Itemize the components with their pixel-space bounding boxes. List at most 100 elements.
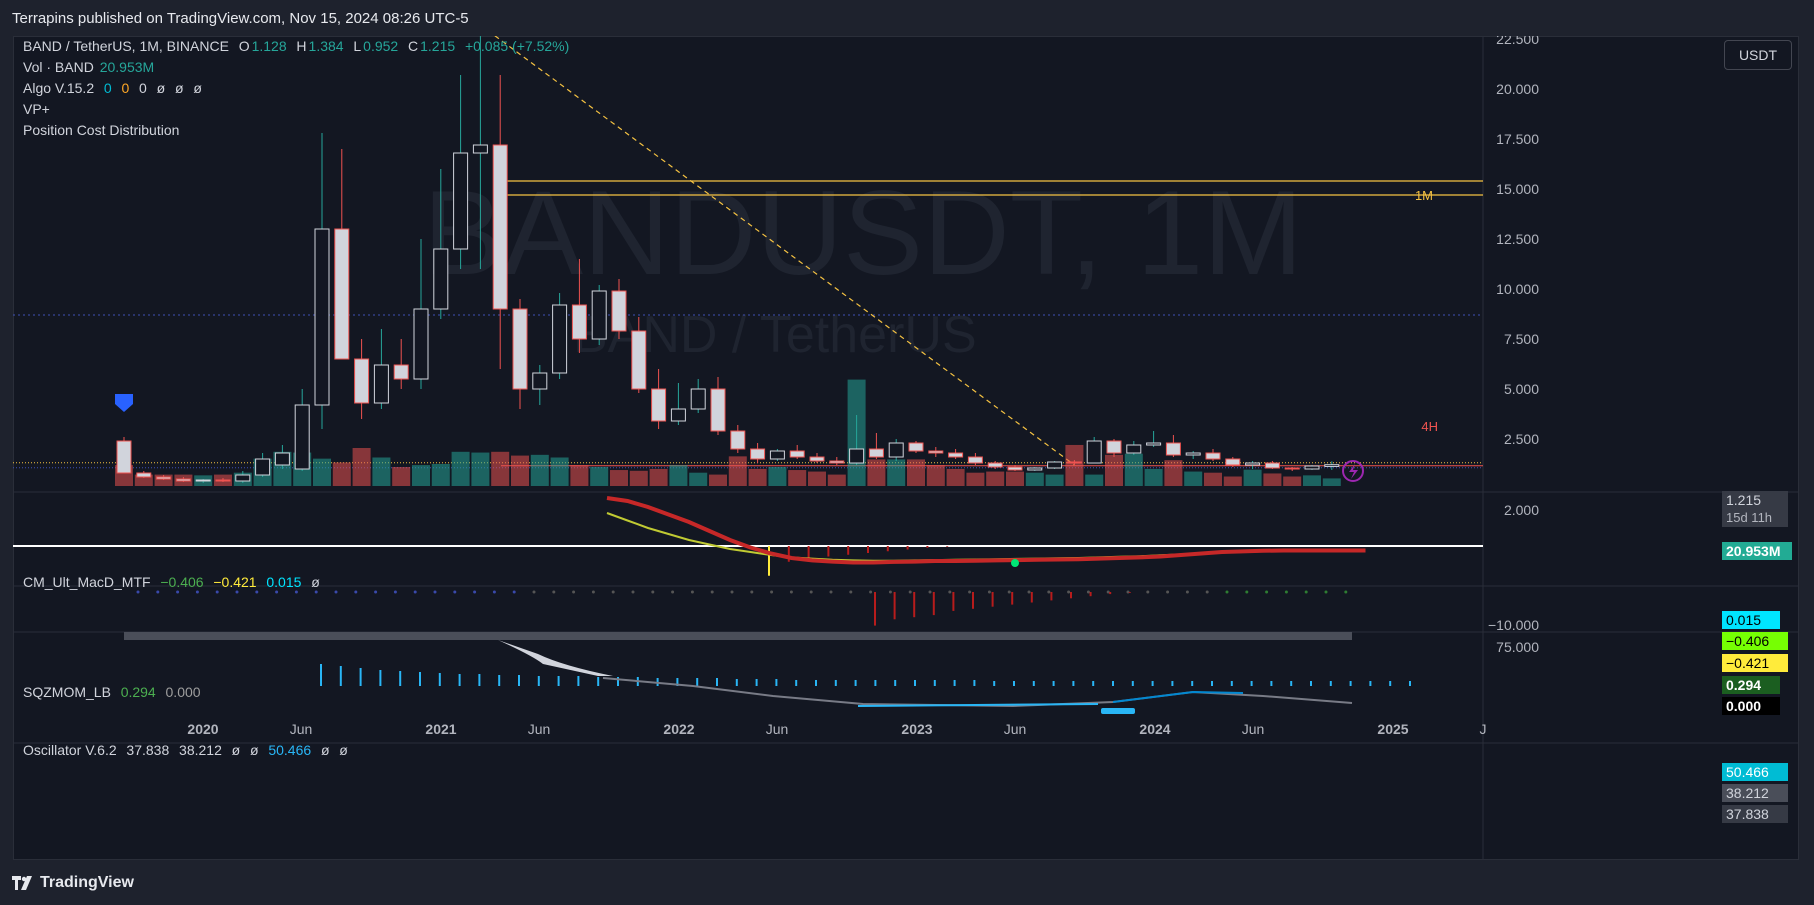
sqz-dot [453, 590, 457, 594]
candle-body [1027, 467, 1043, 471]
sqz-dot [1344, 590, 1348, 594]
publish-info: Terrapins published on TradingView.com, … [12, 10, 469, 27]
volume-bar [629, 470, 648, 486]
sqz-dot [1047, 590, 1051, 594]
volume-bar [352, 448, 371, 486]
volume-bar [788, 470, 807, 486]
candle-body [215, 479, 231, 482]
macd-legend[interactable]: CM_Ult_MacD_MTF −0.406 −0.421 0.015 ø [23, 574, 320, 590]
volume-bar [887, 459, 906, 486]
sqz-dot [374, 590, 378, 594]
volume-bar [1263, 473, 1282, 486]
sqz-dot [1225, 590, 1229, 594]
volume-bar [649, 468, 668, 486]
volume-bar [1105, 454, 1123, 486]
sqz-legend[interactable]: SQZMOM_LB 0.294 0.000 [23, 684, 201, 700]
volume-bar [986, 471, 1005, 486]
sqz-dot [354, 590, 358, 594]
volume-bar [1283, 476, 1302, 486]
open-value: 1.128 [251, 38, 287, 54]
sqz-dot [1027, 590, 1031, 594]
change-value: +0.085 (+7.52%) [464, 38, 570, 54]
price-axis-label: 2.500 [1504, 431, 1539, 447]
volume-bar [392, 467, 411, 486]
alert-lightning-glyph [1349, 464, 1358, 479]
osc-tag-b: 38.212 [1722, 784, 1788, 802]
algo-legend[interactable]: Algo V.15.2 0 0 0 ø ø ø [23, 80, 202, 96]
candle-body [156, 476, 172, 480]
time-axis-label: Jun [1004, 721, 1027, 737]
sqz-dot [1126, 590, 1130, 594]
sqz-dot [987, 590, 991, 594]
signal-marker-icon [115, 394, 133, 412]
sqz-dot [829, 590, 833, 594]
candle-body [255, 458, 271, 476]
volume-bar [1025, 472, 1044, 486]
sqz-dot [1284, 590, 1288, 594]
candle-body [334, 228, 350, 360]
tradingview-logo[interactable]: TradingView [12, 860, 134, 905]
candle-body [591, 290, 607, 340]
volume-bar [154, 474, 173, 486]
macd-hist-tag: 0.015 [1722, 611, 1780, 629]
volume-bar [1322, 478, 1341, 486]
macd-line-tag: −0.406 [1722, 632, 1788, 650]
candle-body [512, 308, 528, 390]
volume-bar [1144, 468, 1163, 486]
volume-bar [709, 474, 727, 486]
time-axis-label: Jun [1242, 721, 1265, 737]
sqz-dot [869, 590, 873, 594]
candle-body [472, 144, 488, 154]
main-legend: BAND / TetherUS, 1M, BINANCE O 1.128 H 1.3… [23, 38, 570, 54]
candle-body [730, 430, 746, 450]
volume-bar [966, 472, 985, 486]
sqz-dot [492, 590, 496, 594]
candle-body [413, 308, 429, 380]
pcd-legend[interactable]: Position Cost Distribution [23, 122, 180, 138]
candle-body [116, 440, 132, 474]
candle-body [492, 144, 508, 310]
candle-body [750, 448, 766, 460]
candle-body [1165, 442, 1181, 456]
candle-body [1264, 462, 1280, 469]
volume-bar [451, 451, 470, 486]
sqz-zero-tag: 0.000 [1722, 697, 1780, 715]
sqz-dot [1106, 590, 1110, 594]
currency-button[interactable]: USDT [1724, 40, 1792, 70]
time-axis-label: Jun [528, 721, 551, 737]
volume-bar [728, 456, 747, 486]
volume-bar [1184, 471, 1203, 486]
volume-bar [590, 467, 609, 486]
candle-body [393, 364, 409, 380]
candle-body [314, 228, 330, 406]
volume-bar [332, 462, 351, 486]
low-value: 0.952 [363, 38, 399, 54]
sqz-dot [255, 590, 259, 594]
symbol-title[interactable]: BAND / TetherUS, 1M, BINANCE [23, 38, 229, 54]
sqz-dot [631, 590, 635, 594]
candle-body [453, 152, 469, 250]
sqz-dot [413, 590, 417, 594]
osc-legend[interactable]: Oscillator V.6.2 37.838 38.212 ø ø 50.46… [23, 742, 348, 758]
vp-legend[interactable]: VP+ [23, 101, 50, 117]
volume-legend[interactable]: Vol · BAND 20.953M [23, 59, 155, 75]
candle-body [1007, 466, 1023, 471]
volume-bar [550, 457, 569, 486]
sqz-dot [928, 590, 932, 594]
volume-bar [412, 465, 430, 486]
sqz-dot [195, 590, 199, 594]
volume-bar [313, 458, 331, 486]
time-axis-label: 2023 [901, 721, 932, 737]
sqz-dot [532, 590, 536, 594]
sqz-dot [710, 590, 714, 594]
time-axis-label: Jun [290, 721, 313, 737]
volume-bar [431, 463, 450, 486]
candle-body [710, 388, 726, 432]
sqz-dot [552, 590, 556, 594]
footer: TradingView [0, 860, 1814, 905]
candle-body [908, 442, 924, 452]
sqz-dot [1324, 590, 1328, 594]
price-axis-label: 17.500 [1496, 131, 1539, 147]
price-axis-label: 12.500 [1496, 231, 1539, 247]
